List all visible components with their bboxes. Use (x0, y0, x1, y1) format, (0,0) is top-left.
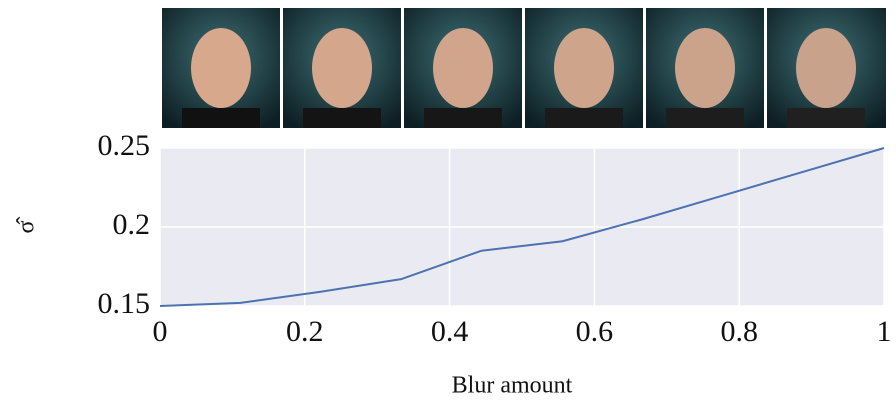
line-series (159, 147, 885, 307)
x-tick-label: 0.8 (720, 315, 758, 348)
face-image (646, 8, 764, 128)
y-tick-label: 0.25 (98, 129, 151, 162)
y-axis-label: σ̂ (14, 217, 40, 234)
y-tick-label: 0.15 (98, 287, 151, 320)
face-image (162, 8, 280, 128)
face-image (404, 8, 522, 128)
y-tick-label: 0.2 (113, 208, 151, 241)
x-tick-label: 0 (153, 315, 168, 348)
image-strip (162, 8, 886, 128)
face-image (767, 8, 886, 128)
face-image (525, 8, 643, 128)
x-tick-label: 0.6 (576, 315, 614, 348)
x-tick-label: 1 (877, 315, 892, 348)
x-axis-label: Blur amount (452, 373, 573, 399)
x-tick-label: 0.2 (286, 315, 324, 348)
face-image (283, 8, 401, 128)
x-tick-label: 0.4 (431, 315, 469, 348)
